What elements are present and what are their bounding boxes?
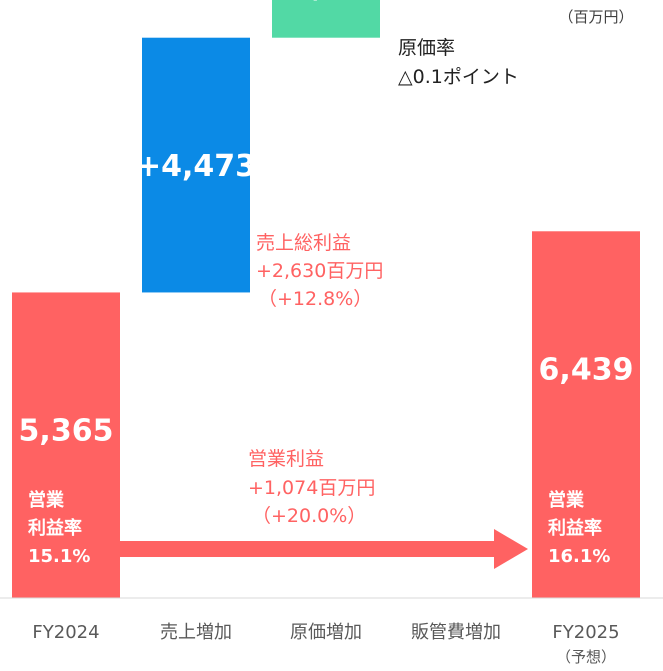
operating-profit-note-line1: 営業利益	[248, 448, 324, 470]
bar-2	[272, 0, 380, 38]
bar-4-margin-label: 16.1%	[548, 546, 610, 567]
gross-profit-note-line3: （+12.8%）	[258, 288, 372, 310]
bar-0-value-label: 5,365	[19, 413, 114, 448]
bar-1-value-label: +4,473	[136, 149, 256, 184]
operating-profit-note-line3: （+20.0%）	[252, 505, 366, 527]
bar-4	[532, 231, 640, 598]
bar-1	[142, 37, 250, 293]
cost-rate-note-line2: △0.1ポイント	[398, 66, 519, 88]
x-tick-label: 販管費増加	[411, 622, 501, 643]
bar-0	[12, 292, 120, 598]
bar-0-margin-label: 利益率	[28, 517, 82, 539]
gross-profit-note-line1: 売上総利益	[256, 232, 351, 254]
bar-2-value-label: +1,843	[266, 0, 386, 4]
x-tick-label: 売上増加	[160, 622, 232, 643]
operating-profit-note-line2: +1,074百万円	[248, 477, 375, 499]
x-tick-label: FY2024	[32, 622, 99, 643]
x-tick-label: 原価増加	[290, 622, 362, 643]
bar-4-value-label: 6,439	[539, 352, 634, 387]
unit-label: （百万円）	[558, 8, 633, 26]
bar-0-margin-label: 15.1%	[28, 546, 90, 567]
cost-rate-note-line1: 原価率	[398, 37, 455, 59]
bar-4-margin-label: 営業	[548, 489, 585, 511]
gross-profit-note-line2: +2,630百万円	[256, 260, 383, 282]
x-tick-sublabel: （予想）	[556, 648, 616, 666]
x-tick-label: FY2025	[552, 622, 619, 643]
bar-0-margin-label: 営業	[28, 489, 65, 511]
growth-arrow	[118, 529, 528, 569]
bar-4-margin-label: 利益率	[548, 517, 602, 539]
